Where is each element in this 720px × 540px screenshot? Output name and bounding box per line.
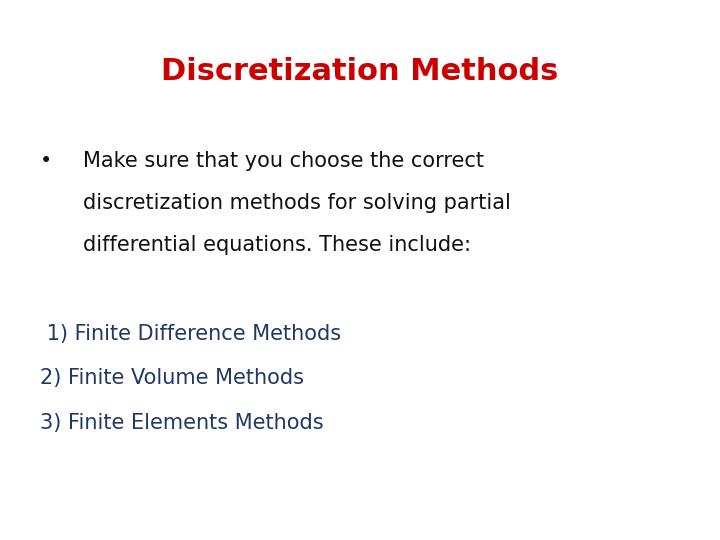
- Text: 2) Finite Volume Methods: 2) Finite Volume Methods: [40, 368, 304, 388]
- Text: Discretization Methods: Discretization Methods: [161, 57, 559, 86]
- Text: discretization methods for solving partial: discretization methods for solving parti…: [83, 193, 510, 213]
- Text: 1) Finite Difference Methods: 1) Finite Difference Methods: [40, 324, 341, 344]
- Text: •: •: [40, 151, 52, 171]
- Text: differential equations. These include:: differential equations. These include:: [83, 235, 471, 255]
- Text: Make sure that you choose the correct: Make sure that you choose the correct: [83, 151, 484, 171]
- Text: 3) Finite Elements Methods: 3) Finite Elements Methods: [40, 413, 323, 433]
